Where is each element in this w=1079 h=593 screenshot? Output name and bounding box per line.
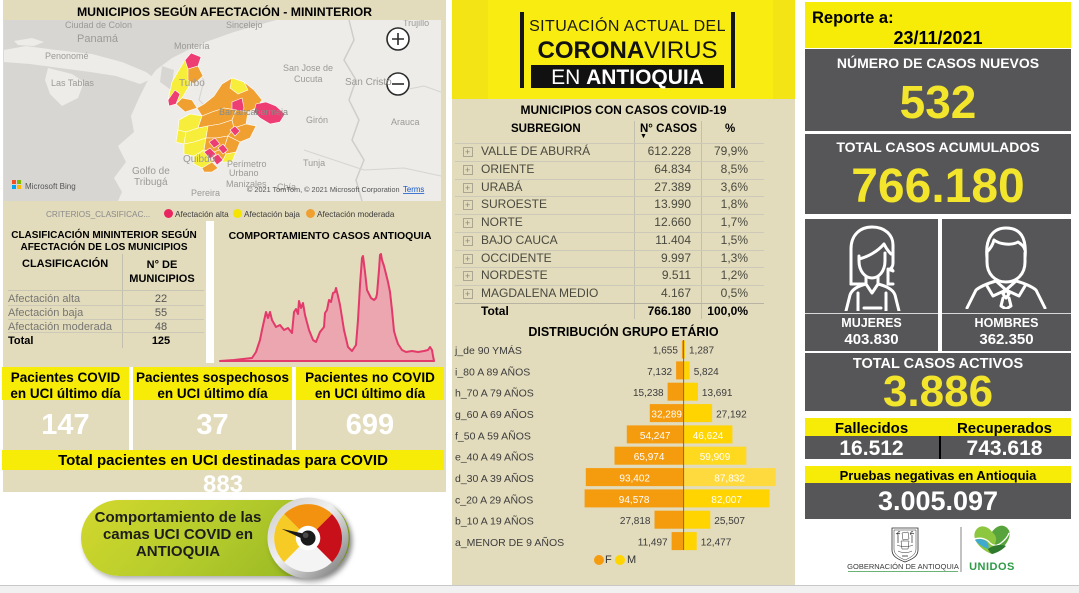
svg-text:7,132: 7,132 [647, 367, 672, 378]
svg-text:94,578: 94,578 [619, 495, 650, 506]
svg-text:1,287: 1,287 [689, 346, 714, 357]
svg-text:h_70 A 79 AÑOS: h_70 A 79 AÑOS [455, 387, 534, 400]
svg-text:Chía: Chía [277, 182, 296, 192]
svg-text:UNIDOS: UNIDOS [969, 561, 1015, 573]
svg-text:GOBERNACIÓN DE ANTIOQUIA: GOBERNACIÓN DE ANTIOQUIA [847, 562, 959, 571]
svg-text:a_MENOR DE 9 AÑOS: a_MENOR DE 9 AÑOS [455, 536, 564, 549]
svg-text:59,909: 59,909 [700, 452, 731, 463]
svg-text:87,832: 87,832 [714, 474, 745, 485]
svg-text:Penonomé: Penonomé [45, 51, 89, 61]
svg-text:Microsoft Bing: Microsoft Bing [25, 182, 76, 191]
svg-text:13,691: 13,691 [702, 388, 733, 399]
svg-text:© 2021 TomTom, © 2021 Microsof: © 2021 TomTom, © 2021 Microsoft Corporat… [247, 185, 400, 194]
svg-text:Perímetro: Perímetro [227, 159, 267, 169]
svg-text:e_40 A 49 AÑOS: e_40 A 49 AÑOS [455, 451, 534, 464]
svg-text:Turbo: Turbo [179, 78, 205, 89]
svg-text:12,477: 12,477 [701, 538, 732, 549]
svg-text:11,497: 11,497 [638, 538, 668, 549]
svg-text:Tunja: Tunja [303, 158, 325, 168]
svg-text:b_10 A 19 AÑOS: b_10 A 19 AÑOS [455, 515, 534, 528]
svg-text:d_30 A 39 AÑOS: d_30 A 39 AÑOS [455, 472, 534, 485]
svg-text:i_80 A 89 AÑOS: i_80 A 89 AÑOS [455, 365, 530, 378]
svg-text:j_de 90 YMÁS: j_de 90 YMÁS [454, 344, 522, 357]
svg-text:Urbano: Urbano [229, 168, 259, 178]
svg-text:25,507: 25,507 [714, 516, 745, 527]
svg-text:Manizales: Manizales [226, 179, 267, 189]
svg-text:c_20 A 29 AÑOS: c_20 A 29 AÑOS [455, 493, 533, 506]
svg-text:San Jose de: San Jose de [283, 63, 333, 73]
svg-text:Cucuta: Cucuta [294, 74, 323, 84]
svg-text:5,824: 5,824 [694, 367, 719, 378]
svg-text:Tribugá: Tribugá [134, 177, 168, 188]
svg-text:Quibdó: Quibdó [183, 154, 216, 165]
svg-text:46,624: 46,624 [693, 431, 724, 442]
svg-text:65,974: 65,974 [634, 452, 665, 463]
svg-text:Golfo de: Golfo de [132, 166, 170, 177]
svg-text:Barrancabermeja: Barrancabermeja [219, 107, 288, 117]
svg-text:1,655: 1,655 [653, 346, 678, 357]
svg-text:Las Tablas: Las Tablas [51, 78, 94, 88]
svg-text:Pereira: Pereira [191, 188, 220, 198]
svg-text:Panamá: Panamá [77, 33, 119, 45]
svg-text:27,192: 27,192 [716, 410, 747, 421]
svg-text:g_60 A 69 AÑOS: g_60 A 69 AÑOS [455, 408, 534, 421]
svg-text:Montería: Montería [174, 41, 210, 51]
svg-text:San Cristó: San Cristó [345, 77, 392, 88]
svg-text:Trujillo: Trujillo [403, 20, 429, 28]
svg-text:Arauca: Arauca [391, 117, 420, 127]
svg-text:93,402: 93,402 [619, 474, 650, 485]
svg-text:54,247: 54,247 [640, 431, 671, 442]
svg-text:Girón: Girón [306, 115, 328, 125]
svg-text:32,289: 32,289 [651, 410, 682, 421]
svg-text:15,238: 15,238 [633, 388, 664, 399]
svg-text:Terms: Terms [403, 185, 424, 194]
svg-text:82,007: 82,007 [711, 495, 742, 506]
svg-text:f_50 A 59 AÑOS: f_50 A 59 AÑOS [455, 429, 531, 442]
svg-text:Ciudad de Colon: Ciudad de Colon [65, 20, 132, 30]
svg-text:27,818: 27,818 [620, 516, 651, 527]
svg-text:Sincelejo: Sincelejo [226, 20, 263, 30]
